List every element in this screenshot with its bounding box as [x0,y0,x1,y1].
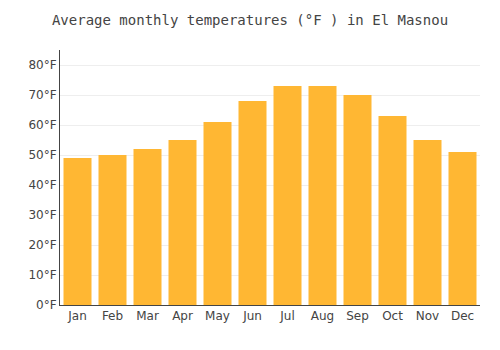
svg-text:40°F: 40°F [28,178,56,192]
svg-text:70°F: 70°F [28,88,56,102]
svg-text:80°F: 80°F [28,58,56,72]
svg-text:Mar: Mar [136,309,159,323]
svg-text:Sep: Sep [346,309,369,323]
svg-text:20°F: 20°F [28,238,56,252]
svg-text:Dec: Dec [451,309,474,323]
svg-text:May: May [205,309,230,323]
svg-text:Oct: Oct [382,309,403,323]
svg-text:Feb: Feb [102,309,123,323]
svg-text:Jan: Jan [67,309,87,323]
svg-text:Jun: Jun [242,309,262,323]
svg-text:60°F: 60°F [28,118,56,132]
svg-text:30°F: 30°F [28,208,56,222]
svg-text:Average monthly temperatures (: Average monthly temperatures (°F ) in El… [52,12,448,28]
svg-text:Aug: Aug [311,309,334,323]
svg-text:0°F: 0°F [36,298,57,312]
svg-text:Apr: Apr [172,309,193,323]
svg-text:10°F: 10°F [28,268,56,282]
svg-text:Jul: Jul [279,309,294,323]
svg-text:50°F: 50°F [28,148,56,162]
svg-text:Nov: Nov [416,309,439,323]
